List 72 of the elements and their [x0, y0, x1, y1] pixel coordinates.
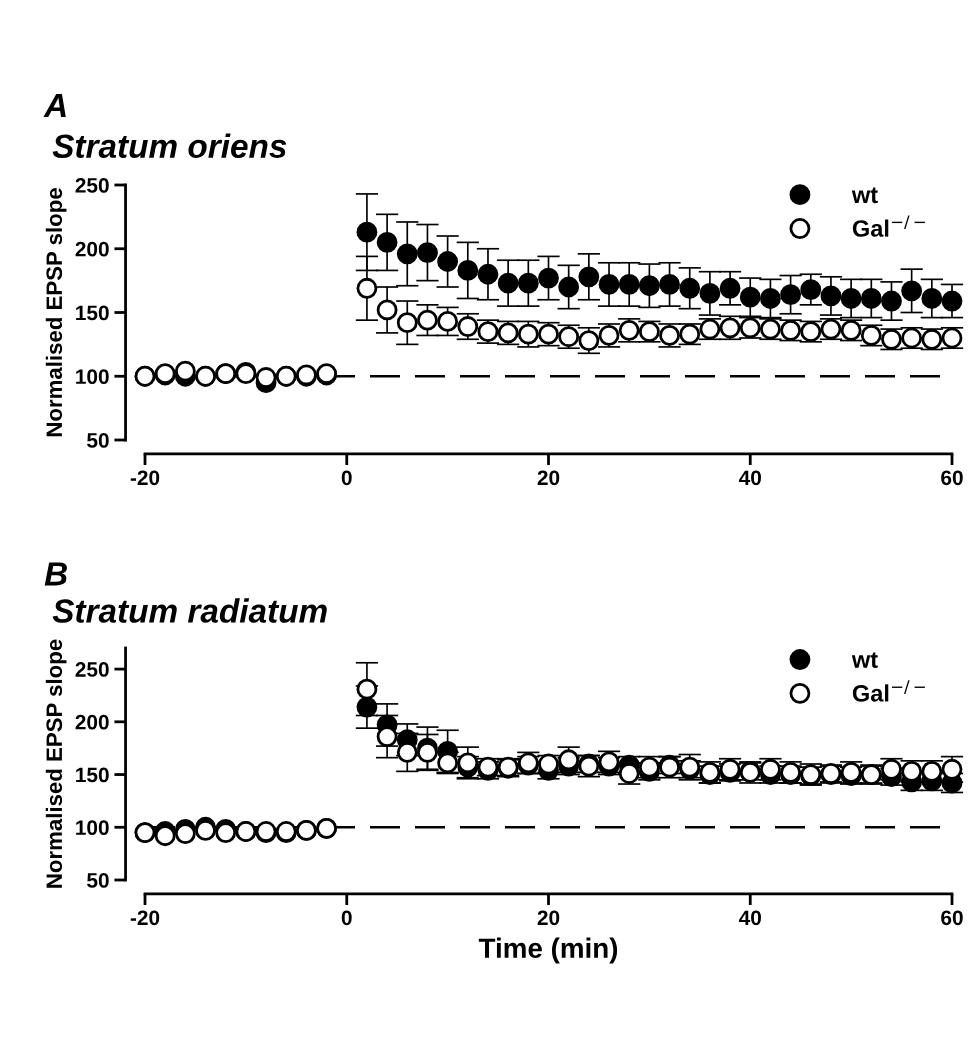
point — [417, 309, 438, 331]
y-tick-label: 200 — [75, 241, 109, 257]
point — [699, 282, 721, 304]
point — [820, 285, 842, 307]
y-tick-label: 250 — [75, 178, 109, 193]
point — [760, 288, 781, 309]
point — [941, 290, 963, 312]
point — [255, 367, 277, 388]
x-tick-label: 60 — [941, 470, 963, 486]
y-axis-title: Normalised EPSP slope — [45, 639, 67, 888]
point — [881, 290, 902, 312]
legend-label: Gal$^{−/−}$ — [852, 215, 925, 237]
point — [921, 288, 943, 309]
point — [497, 272, 519, 294]
point — [538, 267, 559, 289]
point — [517, 272, 539, 294]
point — [417, 242, 438, 263]
y-tick-label: 200 — [75, 714, 109, 730]
x-tick-label: 40 — [738, 910, 761, 926]
text: B — [44, 562, 67, 586]
x-axis-title: Time (min) — [478, 937, 618, 964]
point — [174, 823, 196, 845]
y-tick-label: 50 — [87, 433, 109, 448]
point — [780, 284, 802, 306]
point — [457, 260, 479, 281]
x-tick-label: 0 — [341, 470, 352, 486]
point — [396, 312, 418, 334]
chart-title: Stratum radiatum — [52, 598, 327, 623]
y-tick-label: 100 — [76, 820, 109, 836]
point — [840, 288, 862, 309]
point — [376, 231, 398, 253]
point — [679, 277, 701, 299]
point — [376, 299, 398, 321]
y-axis-title: Normalised EPSP slope — [45, 188, 67, 437]
point — [396, 243, 418, 265]
point — [356, 277, 378, 299]
point — [437, 311, 459, 332]
point — [376, 726, 398, 747]
y-tick-label: 100 — [76, 369, 109, 384]
point — [659, 274, 680, 295]
x-tick-label: 20 — [537, 910, 560, 926]
point — [356, 221, 378, 243]
x-tick-label: 60 — [941, 910, 963, 926]
point — [719, 277, 741, 299]
x-tick-label: 20 — [537, 470, 560, 486]
point — [558, 276, 580, 298]
point — [860, 288, 882, 309]
point — [598, 274, 620, 295]
point — [901, 280, 923, 302]
x-tick-label: -20 — [130, 910, 160, 926]
point — [356, 678, 378, 700]
y-tick-label: 150 — [76, 767, 109, 783]
point — [174, 360, 196, 382]
legend-label: wt — [851, 652, 878, 669]
point — [800, 279, 822, 300]
x-tick-label: -20 — [130, 470, 160, 486]
x-tick-label: 40 — [738, 470, 761, 486]
y-tick-label: 50 — [87, 873, 109, 888]
point — [638, 275, 660, 297]
point — [578, 266, 600, 288]
point — [739, 286, 761, 308]
point — [477, 263, 499, 285]
y-tick-label: 250 — [75, 662, 109, 677]
point — [154, 825, 176, 847]
text: A — [43, 93, 66, 117]
legend-label: wt — [851, 187, 878, 204]
legend-label: Gal$^{−/−}$ — [852, 680, 925, 702]
y-tick-label: 150 — [76, 305, 109, 321]
chart-title: Stratum oriens — [52, 133, 287, 159]
point — [437, 251, 459, 272]
x-tick-label: 0 — [341, 910, 352, 926]
point — [618, 274, 640, 295]
